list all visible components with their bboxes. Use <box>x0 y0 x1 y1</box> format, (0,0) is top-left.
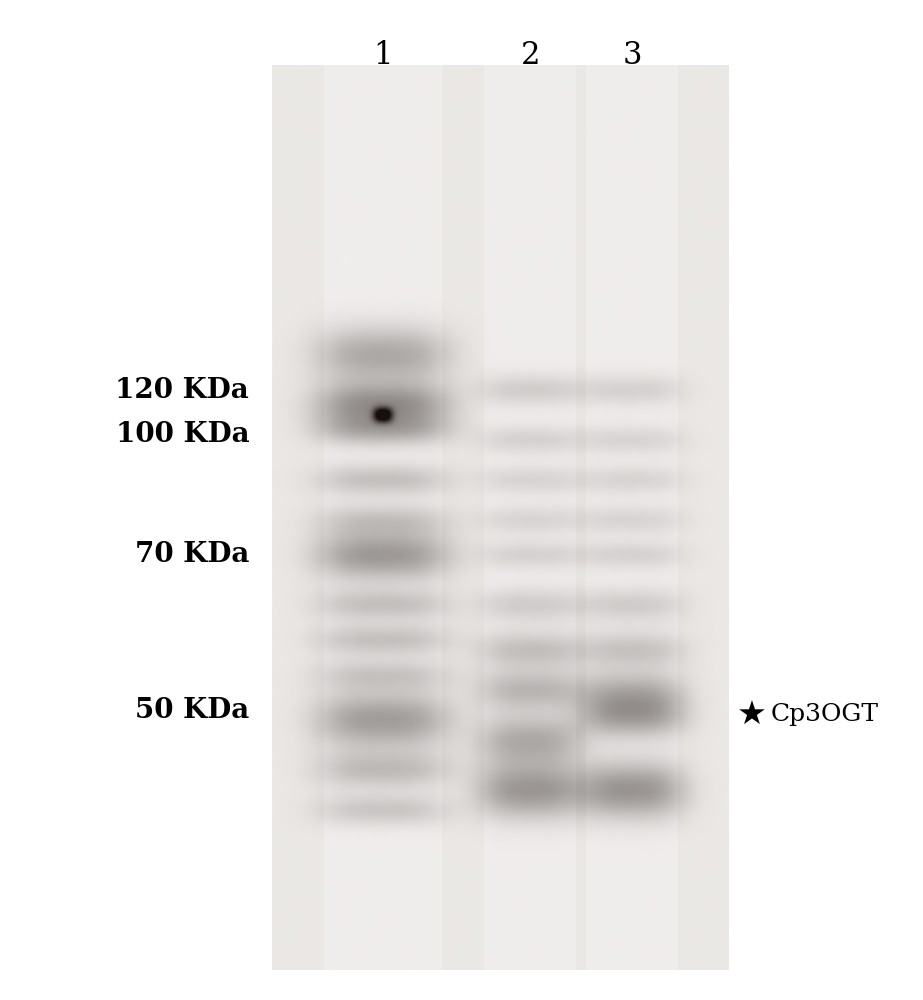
Text: 1: 1 <box>373 39 393 70</box>
Text: 3: 3 <box>622 39 642 70</box>
Text: Cp3OGT: Cp3OGT <box>771 704 879 726</box>
Text: 100 KDa: 100 KDa <box>115 422 249 448</box>
Text: 120 KDa: 120 KDa <box>115 376 249 403</box>
Text: 70 KDa: 70 KDa <box>135 542 249 568</box>
Text: ★: ★ <box>737 698 767 732</box>
Text: 50 KDa: 50 KDa <box>135 696 249 724</box>
Text: 2: 2 <box>521 39 541 70</box>
